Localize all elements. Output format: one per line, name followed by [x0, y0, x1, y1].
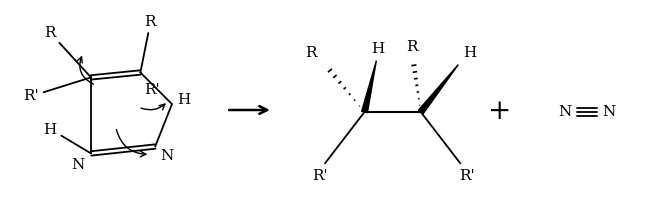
Text: +: +	[488, 99, 511, 125]
Text: R: R	[44, 26, 56, 40]
Text: H: H	[371, 42, 384, 56]
Text: R': R'	[312, 169, 328, 183]
Text: N: N	[72, 158, 85, 172]
Text: R: R	[406, 40, 418, 54]
Text: H: H	[177, 93, 191, 107]
Polygon shape	[419, 65, 458, 114]
Text: N: N	[558, 105, 571, 119]
Text: R': R'	[460, 169, 475, 183]
Text: R: R	[306, 46, 317, 60]
Text: N: N	[161, 149, 174, 163]
Text: R': R'	[144, 83, 160, 97]
Text: H: H	[43, 123, 56, 137]
Text: H: H	[464, 46, 477, 60]
Polygon shape	[362, 61, 376, 113]
Text: N: N	[602, 105, 615, 119]
Text: R: R	[144, 15, 156, 29]
Text: R': R'	[23, 89, 39, 103]
